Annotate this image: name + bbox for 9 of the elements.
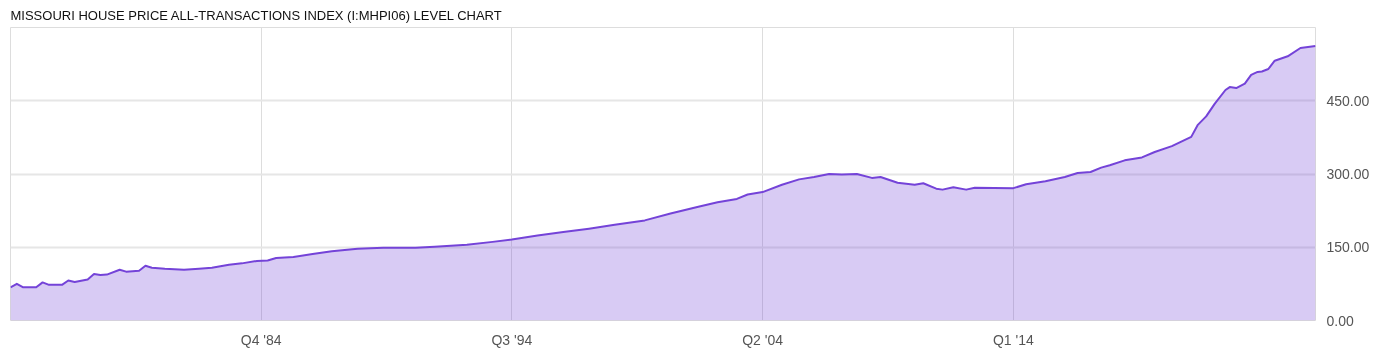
chart-title: MISSOURI HOUSE PRICE ALL-TRANSACTIONS INDEX (I:MHPI06) LEVEL CHART	[10, 7, 502, 23]
y-tick-label: 300.00	[1326, 166, 1370, 182]
y-tick-label: 450.00	[1326, 92, 1370, 109]
y-tick-label: 0.00	[1326, 312, 1354, 329]
x-tick-label: Q2 '04	[742, 331, 784, 348]
x-tick-label: Q1 '14	[992, 331, 1035, 348]
x-tick-label: Q3 '94	[491, 331, 533, 348]
x-tick-label: Q4 '84	[240, 331, 282, 348]
y-tick-label: 150.00	[1326, 239, 1370, 256]
